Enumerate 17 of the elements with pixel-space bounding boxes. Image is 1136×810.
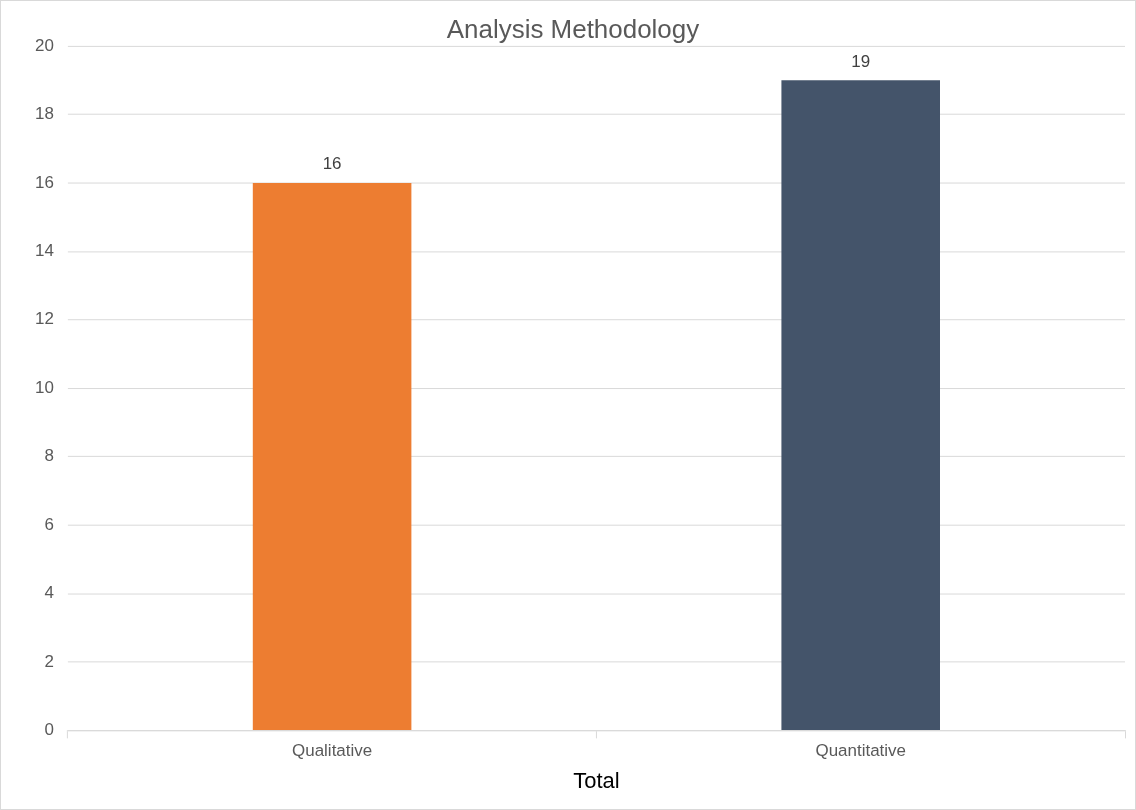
y-tick-label: 6 [44,514,54,534]
y-tick-label: 18 [34,104,54,124]
y-tick-label: 12 [34,309,54,329]
x-tick-label: Quantitative [815,741,906,761]
data-label: 19 [851,51,871,71]
y-tick-label: 4 [44,583,54,603]
y-tick-label: 14 [34,241,54,261]
y-tick-label: 10 [34,377,54,397]
x-axis-title: Total [573,767,620,793]
data-label: 16 [322,154,342,174]
y-tick-label: 0 [44,720,54,740]
y-tick-label: 8 [44,446,54,466]
y-tick-label: 16 [34,172,54,192]
y-tick-label: 2 [44,651,54,671]
y-tick-label: 20 [34,35,54,55]
x-tick-label: Qualitative [292,741,373,761]
chart-title: Analysis Methodology [446,14,700,43]
